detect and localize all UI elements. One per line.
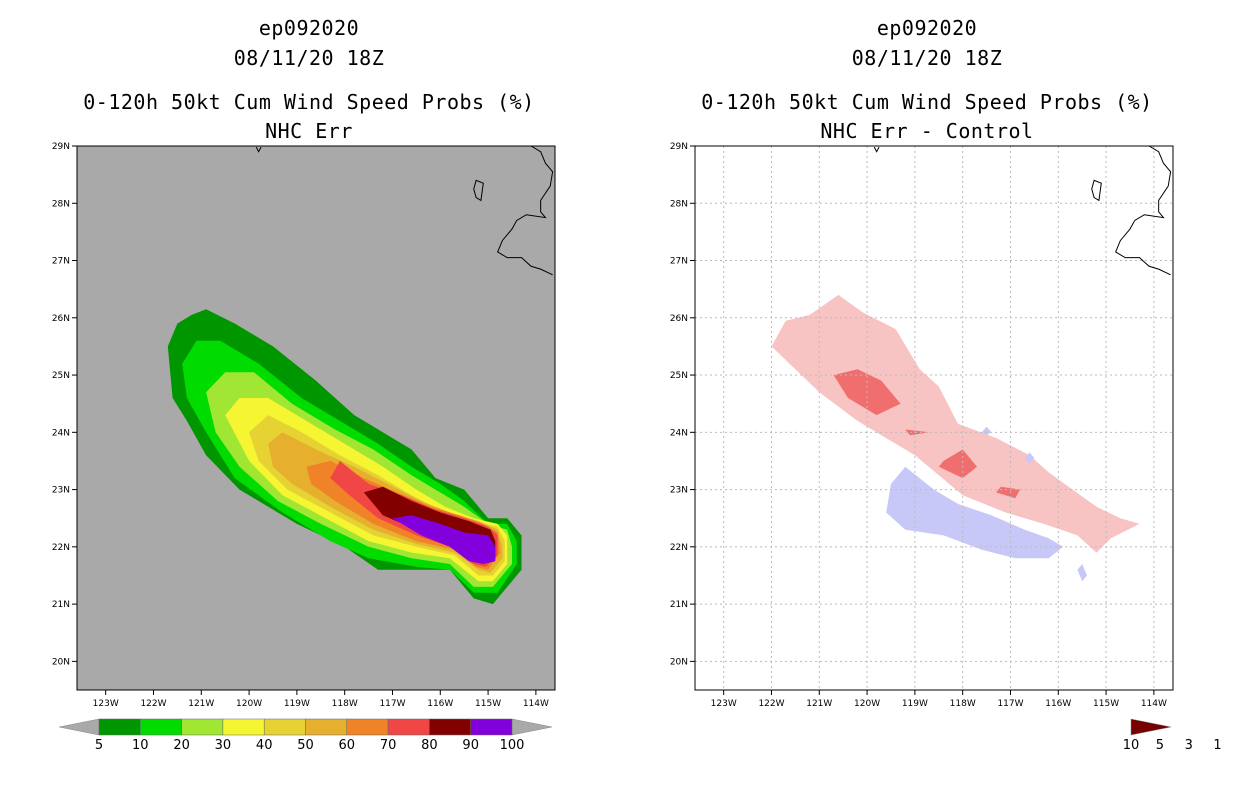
- plot-frame: [76, 145, 556, 691]
- x-tick-label: 122W: [758, 699, 784, 709]
- colorbar-swatch: [346, 718, 389, 736]
- plot-frame: [694, 145, 1174, 691]
- colorbar-over-triangle: [511, 718, 553, 736]
- x-tick-label: 121W: [188, 699, 214, 709]
- colorbar-swatch: [222, 718, 265, 736]
- y-tick-label: 22N: [52, 543, 70, 553]
- datetime: 08/11/20 18Z: [233, 46, 385, 70]
- x-tick-label: 115W: [1093, 699, 1119, 709]
- contour-level-1: [771, 294, 1140, 553]
- y-tick-label: 20N: [52, 657, 70, 667]
- colorbar-swatch: [98, 718, 141, 736]
- x-tick-label: 119W: [902, 699, 928, 709]
- y-tick-label: 27N: [670, 257, 688, 267]
- colorbar-label: 10: [1123, 738, 1140, 753]
- x-tick-label: 119W: [284, 699, 310, 709]
- chart-title: 0-120h 50kt Cum Wind Speed Probs (%): [701, 90, 1153, 114]
- chart-subtitle: NHC Err: [265, 119, 353, 143]
- island: [473, 179, 484, 202]
- colorbar: 5 10 20 30 40 50 60 70 80 90 100: [58, 718, 553, 753]
- colorbar-swatch: [387, 718, 430, 736]
- chart-subtitle: NHC Err - Control: [820, 119, 1034, 143]
- contour-level-90: [392, 515, 496, 564]
- x-tick-label: 122W: [140, 699, 166, 709]
- colorbar-label: 20: [173, 738, 190, 753]
- y-tick-label: 22N: [670, 543, 688, 553]
- y-tick-label: 24N: [52, 428, 70, 438]
- x-tick-label: 114W: [1141, 699, 1167, 709]
- x-tick-label: 123W: [93, 699, 119, 709]
- colorbar-label: 100: [500, 738, 525, 753]
- x-tick-label: 117W: [379, 699, 405, 709]
- y-tick-label: 21N: [670, 600, 688, 610]
- colorbar-swatch: [181, 718, 224, 736]
- x-tick-label: 116W: [1045, 699, 1071, 709]
- y-tick-label: 29N: [52, 142, 70, 152]
- x-tick-label: 117W: [997, 699, 1023, 709]
- x-tick-label: 115W: [475, 699, 501, 709]
- islet: [255, 146, 262, 153]
- x-tick-label: 118W: [332, 699, 358, 709]
- colorbar-under-triangle: [58, 718, 100, 736]
- colorbar-label: 5: [95, 738, 103, 753]
- colorbar-swatch: [470, 718, 513, 736]
- y-tick-label: 26N: [670, 314, 688, 324]
- contour-level-3: [996, 486, 1020, 499]
- storm-id: ep092020: [258, 16, 360, 40]
- colorbar-label: 80: [421, 738, 438, 753]
- x-tick-label: 121W: [806, 699, 832, 709]
- datetime: 08/11/20 18Z: [851, 46, 1003, 70]
- colorbar-over-triangle: [1130, 718, 1172, 736]
- y-tick-label: 23N: [52, 486, 70, 496]
- y-tick-label: 29N: [670, 142, 688, 152]
- colorbar-label: 5: [1156, 738, 1164, 753]
- colorbar-swatch: [263, 718, 306, 736]
- colorbar-swatch: [305, 718, 348, 736]
- x-tick-label: 120W: [854, 699, 880, 709]
- colorbar-label: 70: [380, 738, 397, 753]
- contour-level--1: [1024, 452, 1035, 464]
- colorbar-swatch: [140, 718, 182, 736]
- colorbar-label: 90: [462, 738, 479, 753]
- chart-title: 0-120h 50kt Cum Wind Speed Probs (%): [83, 90, 535, 114]
- x-tick-label: 118W: [950, 699, 976, 709]
- contour-level-3: [905, 429, 930, 436]
- probability-map: 123W 122W 121W 120W 119W 118W 117W 116W 115W 114W…: [52, 142, 556, 709]
- colorbar-label: 40: [256, 738, 273, 753]
- x-tick-label: 114W: [523, 699, 549, 709]
- y-tick-label: 28N: [670, 199, 688, 209]
- left-panel: ep092020 08/11/20 18Z 0-120h 50kt Cum Wi…: [52, 16, 556, 753]
- coastline: [1115, 145, 1172, 276]
- y-tick-label: 26N: [52, 314, 70, 324]
- y-tick-label: 28N: [52, 199, 70, 209]
- right-panel: ep092020 08/11/20 18Z 0-120h 50kt Cum Wi…: [618, 0, 1236, 800]
- x-tick-label: 123W: [711, 699, 737, 709]
- difference-map: 123W 122W 121W 120W 119W 118W 117W 116W 115W 114W…: [670, 142, 1174, 709]
- coastline: [497, 145, 554, 276]
- y-tick-label: 25N: [52, 371, 70, 381]
- colorbar-label: 10: [132, 738, 149, 753]
- x-tick-label: 116W: [427, 699, 453, 709]
- colorbar-label: 50: [297, 738, 314, 753]
- colorbar-label: 60: [339, 738, 356, 753]
- y-tick-label: 23N: [670, 486, 688, 496]
- y-tick-label: 27N: [52, 257, 70, 267]
- contour-level--1: [981, 426, 992, 436]
- storm-id: ep092020: [876, 16, 978, 40]
- y-tick-label: 20N: [670, 657, 688, 667]
- colorbar-label: 1: [1213, 738, 1221, 753]
- colorbar-swatch: [429, 718, 471, 736]
- colorbar: -10-5-3-113510: [1123, 718, 1222, 753]
- contour-level--1: [1077, 564, 1087, 582]
- colorbar-label: 30: [215, 738, 232, 753]
- islet: [873, 146, 880, 153]
- y-tick-label: 24N: [670, 428, 688, 438]
- contour-level-3: [938, 449, 977, 479]
- y-tick-label: 25N: [670, 371, 688, 381]
- x-tick-label: 120W: [236, 699, 262, 709]
- y-tick-label: 21N: [52, 600, 70, 610]
- colorbar-label: 3: [1185, 738, 1193, 753]
- island: [1091, 179, 1102, 202]
